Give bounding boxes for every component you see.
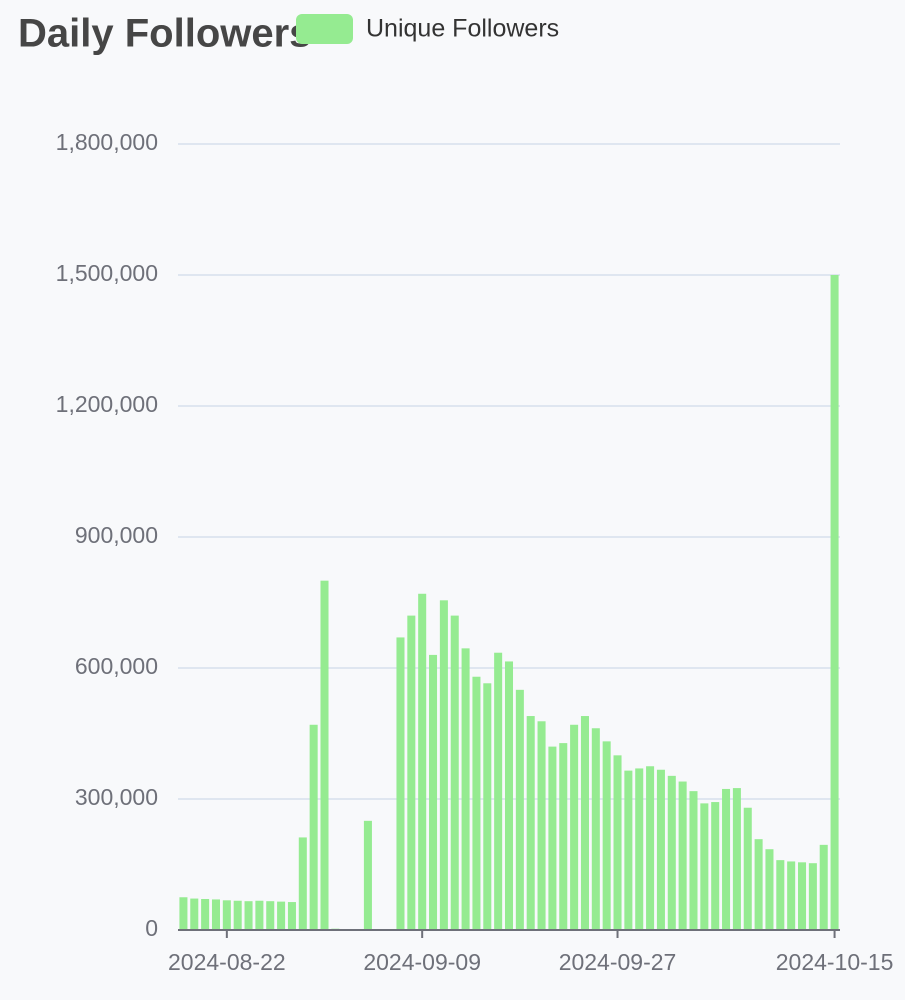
bar xyxy=(429,654,438,930)
bar xyxy=(287,902,296,930)
bar xyxy=(450,615,459,930)
x-tick-label: 2024-08-22 xyxy=(168,949,286,975)
bar xyxy=(179,897,188,930)
x-tick-label: 2024-10-15 xyxy=(776,949,894,975)
bar xyxy=(472,676,481,930)
bar xyxy=(624,770,633,930)
bar xyxy=(439,600,448,930)
bar xyxy=(787,861,796,930)
bar xyxy=(320,580,329,930)
bar xyxy=(656,769,665,930)
bar xyxy=(830,275,839,930)
bar xyxy=(537,721,546,930)
bar xyxy=(667,775,676,930)
bar xyxy=(222,900,231,930)
legend-swatch[interactable] xyxy=(296,14,353,44)
bar xyxy=(711,802,720,930)
bar xyxy=(396,637,405,930)
legend-label[interactable]: Unique Followers xyxy=(366,15,559,43)
bar xyxy=(591,728,600,930)
y-tick-label: 1,200,000 xyxy=(56,391,158,417)
bar xyxy=(776,860,785,930)
y-tick-label: 300,000 xyxy=(75,784,158,810)
bar xyxy=(700,803,709,930)
chart-title: Daily Followers xyxy=(18,12,311,56)
bar xyxy=(418,593,427,930)
bar xyxy=(190,898,199,930)
bar xyxy=(646,766,655,930)
bar xyxy=(461,648,470,930)
y-tick-label: 0 xyxy=(145,915,158,941)
bar xyxy=(732,788,741,930)
bar xyxy=(244,901,253,930)
y-tick-label: 1,500,000 xyxy=(56,260,158,286)
bar xyxy=(483,683,492,930)
bar xyxy=(548,746,557,930)
x-tick-label: 2024-09-09 xyxy=(363,949,481,975)
bar xyxy=(754,839,763,930)
bar xyxy=(559,743,568,930)
bar xyxy=(363,820,372,930)
bar xyxy=(201,898,210,930)
bar xyxy=(808,863,817,930)
bar xyxy=(255,900,264,930)
bar xyxy=(233,900,242,930)
bar xyxy=(678,781,687,930)
y-tick-label: 1,800,000 xyxy=(56,129,158,155)
bar xyxy=(526,716,535,930)
bar xyxy=(211,899,220,930)
bar xyxy=(602,741,611,930)
bar xyxy=(819,844,828,930)
bar xyxy=(309,724,318,930)
bar xyxy=(689,791,698,930)
y-tick-label: 900,000 xyxy=(75,522,158,548)
bar xyxy=(504,661,514,930)
bar xyxy=(266,901,275,930)
bar xyxy=(635,768,644,930)
legend: Unique Followers xyxy=(296,14,559,44)
bar xyxy=(613,755,622,930)
bar xyxy=(515,689,524,930)
bar xyxy=(407,615,416,930)
bar xyxy=(298,837,307,930)
bar xyxy=(765,849,774,930)
bar xyxy=(570,724,579,930)
bar xyxy=(580,716,589,930)
bar xyxy=(277,901,286,930)
bar xyxy=(722,788,731,930)
y-tick-label: 600,000 xyxy=(75,653,158,679)
bar xyxy=(494,652,503,930)
x-tick-label: 2024-09-27 xyxy=(559,949,677,975)
bar xyxy=(743,807,752,930)
bar xyxy=(798,862,807,930)
